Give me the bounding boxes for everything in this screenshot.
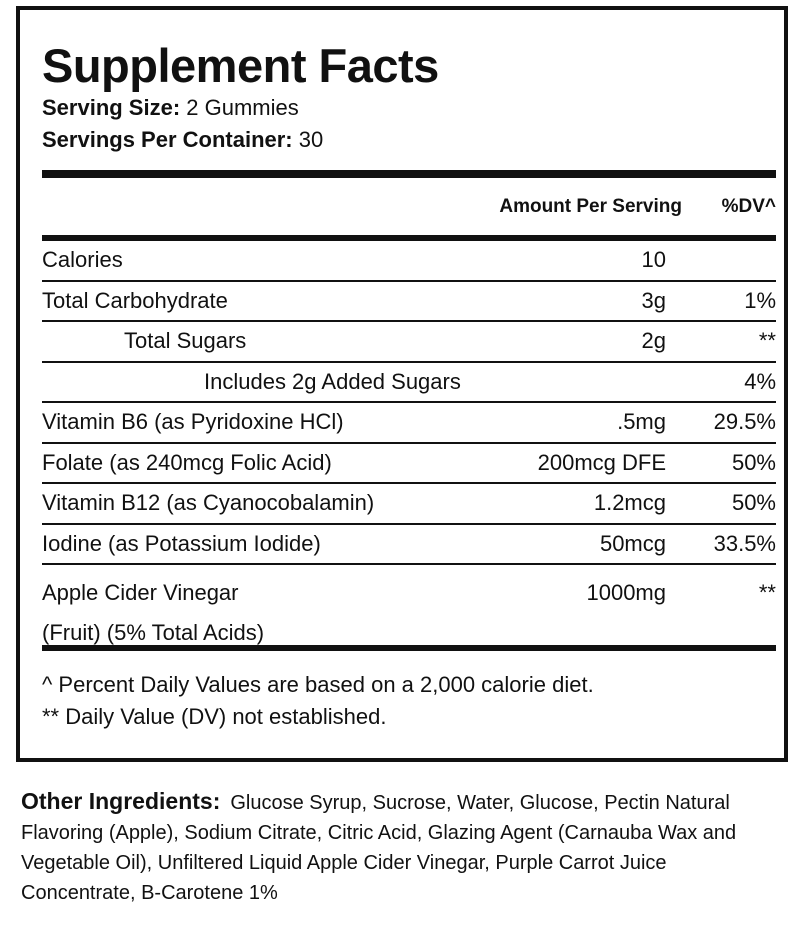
- dv: **: [758, 328, 776, 354]
- dv: 33.5%: [713, 530, 776, 556]
- column-header: Amount Per Serving %DV^: [42, 178, 776, 235]
- name: Total Carbohydrate: [42, 287, 228, 313]
- name: Apple Cider Vinegar (Fruit) (5% Total Aci…: [42, 573, 466, 653]
- dv: 4%: [744, 368, 776, 394]
- label: Other Ingredients:: [21, 788, 221, 814]
- rule: [42, 360, 776, 363]
- row: Calories 10: [42, 241, 776, 280]
- row: Vitamin B6 (as Pyridoxine HCl) .5mg 29.5%: [42, 403, 776, 442]
- rule: [42, 482, 776, 484]
- dv: 50%: [731, 490, 776, 516]
- amount: 1.2mcg: [593, 490, 666, 516]
- value: 2 Gummies: [186, 95, 299, 120]
- rule: [42, 441, 776, 444]
- row: Folate (as 240mcg Folic Acid) 200mcg DFE 5…: [42, 444, 776, 483]
- amount: 1000mg: [586, 580, 666, 605]
- dv: **: [758, 580, 776, 605]
- detail: (Fruit) (5% Total Acids): [42, 620, 265, 645]
- name: Iodine (as Potassium Iodide): [42, 530, 321, 556]
- label: Servings Per Container:: [42, 127, 293, 152]
- rule: [42, 320, 776, 322]
- rule: [42, 645, 776, 651]
- label: Serving Size:: [42, 95, 181, 120]
- name: Vitamin B6 (as Pyridoxine HCl): [42, 409, 344, 435]
- facts-content: Supplement Facts Serving Size: 2 Gummies…: [42, 10, 776, 733]
- title: Supplement Facts: [42, 39, 439, 92]
- row: Vitamin B12 (as Cyanocobalamin) 1.2mcg 50%: [42, 484, 776, 523]
- amount: 2g: [641, 328, 666, 354]
- value: 30: [298, 127, 324, 152]
- row: Apple Cider Vinegar (Fruit) (5% Total Aci…: [42, 565, 776, 645]
- name: Includes 2g Added Sugars: [204, 368, 461, 394]
- serving-size: Serving Size: 2 Gummies: [42, 92, 776, 124]
- footnote: ^ Percent Daily Values are based on a 2,…: [42, 672, 594, 697]
- footnote: ** Daily Value (DV) not established.: [42, 704, 387, 729]
- dv: 29.5%: [713, 409, 776, 435]
- row: Total Carbohydrate 3g 1%: [42, 282, 776, 321]
- name: Vitamin B12 (as Cyanocobalamin): [42, 490, 375, 516]
- dv: 1%: [744, 287, 776, 313]
- rule: [42, 401, 776, 403]
- name-text: Apple Cider Vinegar: [42, 580, 239, 605]
- amount: .5mg: [617, 409, 666, 435]
- name: Total Sugars: [124, 328, 247, 354]
- amount: 50mcg: [599, 530, 666, 556]
- footnotes: ^ Percent Daily Values are based on a 2,…: [42, 669, 776, 733]
- rule: [42, 279, 776, 282]
- amount: 200mcg DFE: [537, 449, 666, 475]
- header-cell: %DV^: [721, 195, 776, 217]
- rule: [42, 522, 776, 525]
- rule: [42, 170, 776, 178]
- amount: 3g: [641, 287, 666, 313]
- row: Total Sugars 2g **: [42, 322, 776, 361]
- servings-per-container: Servings Per Container: 30: [42, 124, 776, 156]
- row: Iodine (as Potassium Iodide) 50mcg 33.5%: [42, 525, 776, 564]
- row: Includes 2g Added Sugars 4%: [42, 363, 776, 402]
- dv: 50%: [731, 449, 776, 475]
- other-ingredients: Other Ingredients: Glucose Syrup, Sucrose…: [21, 786, 771, 908]
- name: Folate (as 240mcg Folic Acid): [42, 449, 332, 475]
- header-cell: Amount Per Serving: [499, 195, 682, 217]
- facts-panel: Supplement Facts Serving Size: 2 Gummies…: [16, 6, 788, 762]
- amount: 10: [641, 247, 666, 273]
- rule: [42, 235, 776, 241]
- ingredients-text: Glucose Syrup, Sucrose, Water, Glucose, …: [21, 792, 737, 904]
- name: Calories: [42, 247, 123, 273]
- rule: [42, 563, 776, 565]
- rows: Calories 10 Total Carbohydrate 3g 1% Total …: [42, 241, 776, 645]
